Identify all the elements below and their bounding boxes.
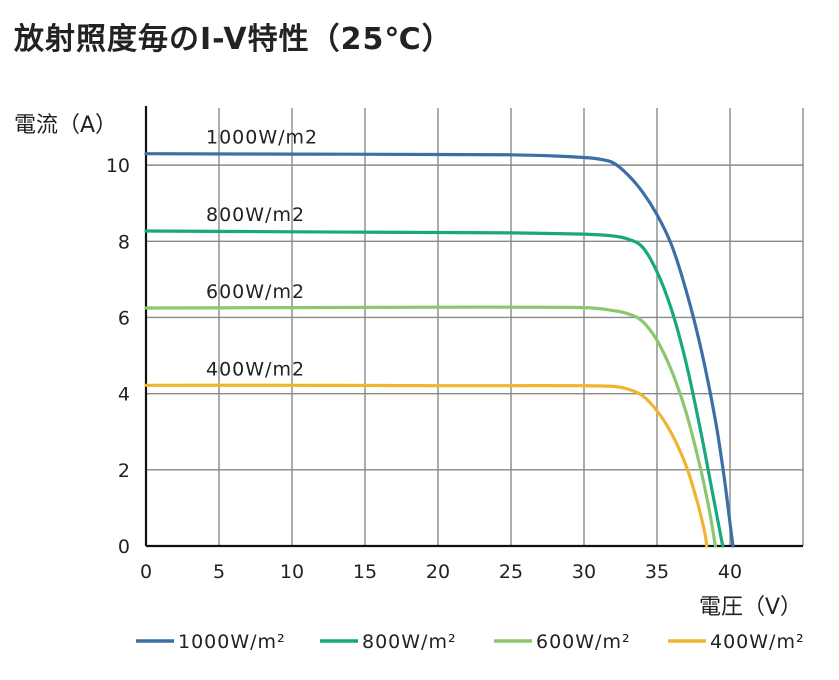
x-tick-label: 20 xyxy=(426,561,450,583)
legend-label: 1000W/m² xyxy=(178,631,286,653)
x-tick-label: 15 xyxy=(353,561,377,583)
axes xyxy=(144,106,803,548)
y-tick-label: 2 xyxy=(118,460,130,482)
y-axis-label: 電流（A） xyxy=(14,113,117,138)
curve-label: 600W/m2 xyxy=(206,281,305,303)
legend-label: 600W/m² xyxy=(536,631,631,653)
x-tick-label: 5 xyxy=(213,561,225,583)
curve-label: 800W/m2 xyxy=(206,204,305,226)
y-tick-label: 0 xyxy=(118,536,130,558)
series-line xyxy=(144,383,709,548)
series-line xyxy=(144,152,735,548)
series-line xyxy=(144,229,725,548)
y-tick-label: 4 xyxy=(118,384,130,406)
x-tick-label: 25 xyxy=(499,561,523,583)
legend-label: 400W/m² xyxy=(710,631,805,653)
y-tick-label: 8 xyxy=(118,231,130,253)
x-tick-label: 40 xyxy=(718,561,742,583)
series-line xyxy=(144,305,717,548)
legend: 1000W/m² 800W/m² 600W/m² 400W/m² xyxy=(136,631,805,653)
x-tick-label: 0 xyxy=(140,561,152,583)
chart-title: 放射照度毎のI-V特性（25℃） xyxy=(14,22,453,57)
curve-labels: 1000W/m2 800W/m2 600W/m2 400W/m2 xyxy=(206,127,318,381)
legend-label: 800W/m² xyxy=(362,631,457,653)
y-tick-label: 6 xyxy=(118,307,130,329)
x-tick-label: 30 xyxy=(572,561,596,583)
x-axis-label: 電圧（V） xyxy=(699,595,802,620)
curve-label: 400W/m2 xyxy=(206,358,305,380)
curve-label: 1000W/m2 xyxy=(206,127,318,149)
x-tick-label: 10 xyxy=(280,561,304,583)
series-curves xyxy=(144,152,735,548)
x-tick-label: 35 xyxy=(645,561,669,583)
tick-labels: 0 5 10 15 20 25 30 35 40 0 2 4 6 8 10 xyxy=(106,155,742,583)
y-tick-label: 10 xyxy=(106,155,130,177)
